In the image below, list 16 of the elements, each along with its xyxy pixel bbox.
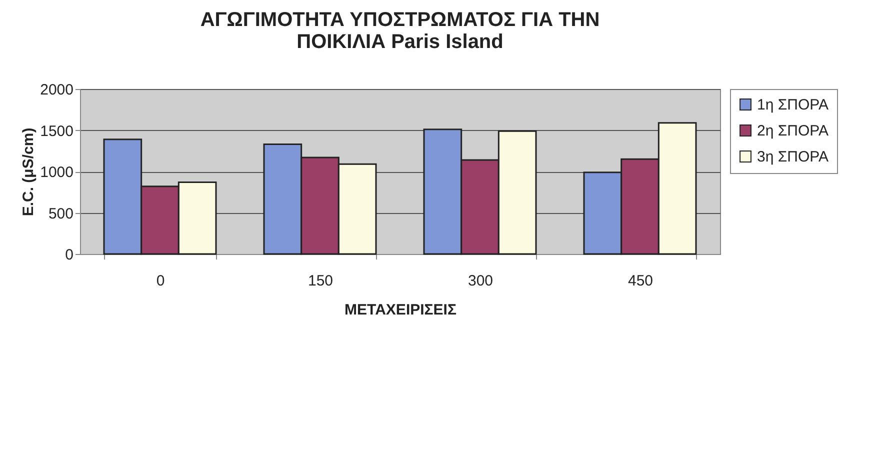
y-axis-title: E.C. (μS/cm): [20, 128, 38, 216]
x-tick-label: 450: [628, 272, 654, 290]
y-tick-label: 500: [48, 205, 74, 222]
legend-label: 3η ΣΠΟΡΑ: [757, 148, 829, 166]
x-tick-label: 0: [156, 272, 165, 290]
x-axis-title: ΜΕΤΑΧΕΙΡΙΣΕΙΣ: [344, 302, 456, 318]
text: ΑΓΩΓΙΜΟΤΗΤΑ ΥΠΟΣΤΡΩΜΑΤΟΣ ΓΙΑ ΤΗΝ: [200, 9, 600, 31]
legend-label: 1η ΣΠΟΡΑ: [757, 96, 829, 114]
y-tick-label: 1500: [40, 122, 74, 140]
y-tick-label: 1000: [40, 164, 74, 181]
y-tick-label: 0: [65, 246, 74, 264]
text: ΠΟΙΚΙΛΙΑ Paris Island: [296, 31, 504, 53]
x-tick-label: 150: [308, 272, 334, 290]
y-tick-label: 2000: [40, 82, 74, 98]
x-tick-label: 300: [468, 272, 494, 290]
legend-label: 2η ΣΠΟΡΑ: [757, 122, 829, 140]
